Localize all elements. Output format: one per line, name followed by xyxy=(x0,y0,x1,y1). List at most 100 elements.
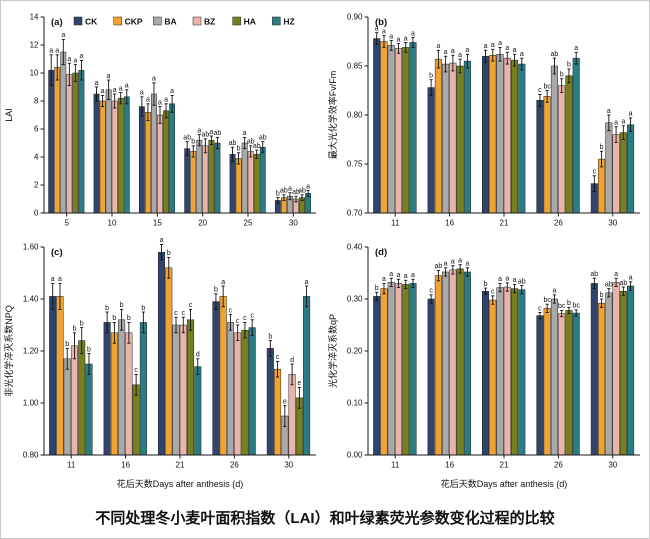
svg-text:c: c xyxy=(276,354,280,361)
svg-text:1.20: 1.20 xyxy=(23,347,39,356)
svg-text:b: b xyxy=(167,250,171,257)
svg-text:0: 0 xyxy=(34,209,39,218)
svg-text:a: a xyxy=(411,30,415,37)
svg-text:a: a xyxy=(73,57,77,64)
svg-text:bc: bc xyxy=(572,303,580,310)
svg-text:b: b xyxy=(484,281,488,288)
svg-text:a: a xyxy=(158,99,162,106)
svg-text:a: a xyxy=(458,52,462,59)
chart-grid: 0 2 4 6 8 10 12 14 5 a a a a a a 10 a a a a a a 15 a a a a a a 20 ab b a… xyxy=(1,1,649,493)
svg-text:b: b xyxy=(268,333,272,340)
svg-text:a: a xyxy=(67,56,71,63)
svg-text:b: b xyxy=(214,287,218,294)
svg-text:30: 30 xyxy=(284,461,293,470)
svg-text:ab: ab xyxy=(298,188,306,195)
svg-text:bc: bc xyxy=(543,297,551,304)
svg-text:a: a xyxy=(305,279,309,286)
svg-text:16: 16 xyxy=(445,461,454,470)
svg-text:a: a xyxy=(552,288,556,295)
svg-text:a: a xyxy=(51,276,55,283)
svg-text:10: 10 xyxy=(108,219,117,228)
svg-text:ab: ab xyxy=(280,188,288,195)
svg-text:a: a xyxy=(614,120,618,127)
svg-text:a: a xyxy=(58,276,62,283)
svg-text:a: a xyxy=(95,80,99,87)
svg-text:ab: ab xyxy=(259,134,267,141)
svg-text:花后天数Days after anthesis (d): 花后天数Days after anthesis (d) xyxy=(441,478,568,489)
svg-text:(b): (b) xyxy=(375,17,387,28)
svg-text:a: a xyxy=(170,88,174,95)
svg-text:a: a xyxy=(614,271,618,278)
svg-text:2: 2 xyxy=(34,181,39,190)
svg-text:HZ: HZ xyxy=(283,17,294,27)
svg-text:20: 20 xyxy=(198,219,207,228)
svg-text:c: c xyxy=(243,315,247,322)
svg-text:a: a xyxy=(444,49,448,56)
svg-text:b: b xyxy=(120,302,124,309)
svg-text:a: a xyxy=(465,261,469,268)
svg-text:a: a xyxy=(451,259,455,266)
svg-text:a: a xyxy=(465,47,469,54)
svg-text:c: c xyxy=(174,310,178,317)
svg-text:b: b xyxy=(141,305,145,312)
svg-text:b: b xyxy=(567,300,571,307)
svg-text:光化学淬灭系数qP: 光化学淬灭系数qP xyxy=(327,314,338,388)
svg-text:a: a xyxy=(209,129,213,136)
svg-text:ab: ab xyxy=(619,280,627,287)
svg-text:b: b xyxy=(65,341,69,348)
svg-text:a: a xyxy=(140,90,144,97)
svg-text:BZ: BZ xyxy=(204,17,215,27)
svg-text:11: 11 xyxy=(67,461,76,470)
svg-text:a: a xyxy=(79,53,83,60)
svg-text:26: 26 xyxy=(554,461,563,470)
svg-text:30: 30 xyxy=(608,219,617,228)
svg-text:c: c xyxy=(236,318,240,325)
svg-text:b: b xyxy=(567,62,571,69)
figure-caption: 不同处理冬小麦叶面积指数（LAI）和叶绿素荧光参数变化过程的比较 xyxy=(95,510,555,527)
svg-text:b: b xyxy=(191,139,195,146)
svg-text:11: 11 xyxy=(391,461,400,470)
svg-text:16: 16 xyxy=(121,461,130,470)
svg-text:16: 16 xyxy=(445,219,454,228)
svg-text:5: 5 xyxy=(64,219,69,228)
svg-text:a: a xyxy=(629,275,633,282)
svg-text:21: 21 xyxy=(500,219,509,228)
svg-text:a: a xyxy=(119,85,123,92)
svg-text:c: c xyxy=(593,169,597,176)
svg-text:a: a xyxy=(404,273,408,280)
svg-text:b: b xyxy=(600,144,604,151)
svg-text:c: c xyxy=(134,367,138,374)
svg-text:b: b xyxy=(560,72,564,79)
svg-text:a: a xyxy=(436,43,440,50)
svg-text:a: a xyxy=(491,42,495,49)
svg-text:bc: bc xyxy=(543,83,551,90)
svg-text:a: a xyxy=(61,32,65,39)
svg-text:c: c xyxy=(250,313,254,320)
svg-text:4: 4 xyxy=(34,153,39,162)
svg-text:BA: BA xyxy=(164,17,176,27)
svg-text:a: a xyxy=(113,87,117,94)
svg-text:e: e xyxy=(283,398,287,405)
svg-text:ab: ab xyxy=(214,130,222,137)
svg-text:ab: ab xyxy=(434,263,442,270)
svg-text:0.40: 0.40 xyxy=(347,243,363,252)
svg-text:b: b xyxy=(429,73,433,80)
svg-text:c: c xyxy=(429,288,433,295)
svg-text:c: c xyxy=(229,307,233,314)
svg-text:6: 6 xyxy=(34,125,39,134)
svg-text:21: 21 xyxy=(500,461,509,470)
svg-text:0.70: 0.70 xyxy=(347,209,363,218)
svg-text:最大光化学效率Fv/Fm: 最大光化学效率Fv/Fm xyxy=(327,71,338,160)
svg-text:a: a xyxy=(404,35,408,42)
svg-text:30: 30 xyxy=(608,461,617,470)
svg-text:a: a xyxy=(221,279,225,286)
svg-text:ab: ab xyxy=(590,271,598,278)
svg-text:e: e xyxy=(297,380,301,387)
svg-text:a: a xyxy=(152,76,156,83)
svg-text:花后天数Days after anthesis (d): 花后天数Days after anthesis (d) xyxy=(117,478,244,489)
